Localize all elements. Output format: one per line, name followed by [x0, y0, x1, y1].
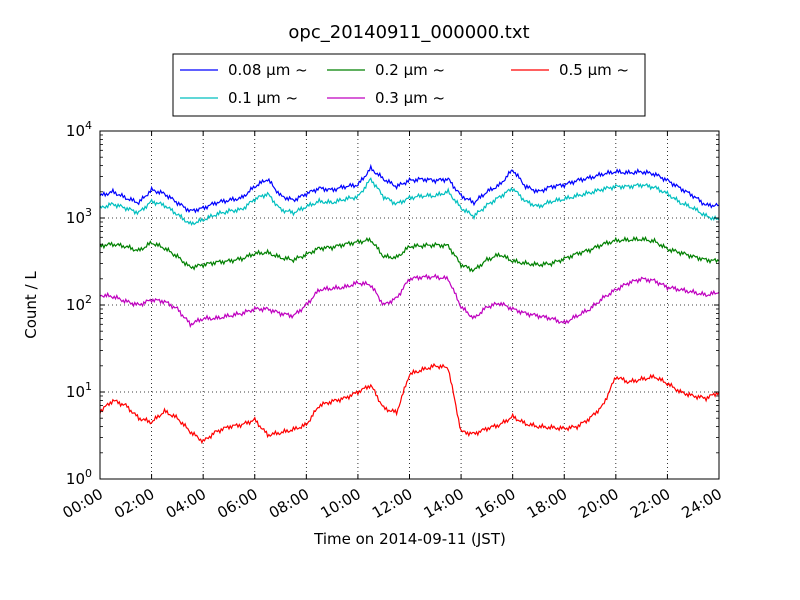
legend-label-0.1: 0.1 μm ~: [228, 89, 298, 107]
series-line-0.08: [99, 163, 720, 214]
series-line-0.2: [99, 235, 720, 273]
y-tick-label: 101: [66, 380, 92, 401]
legend-label-0.5: 0.5 μm ~: [559, 61, 629, 79]
y-tick-label: 100: [66, 467, 92, 488]
y-axis-label: Count / L: [22, 271, 40, 339]
chart-title: opc_20140911_000000.txt: [288, 22, 529, 43]
legend-box: [172, 53, 646, 117]
legend-label-0.3: 0.3 μm ~: [375, 89, 445, 107]
legend-label-0.2: 0.2 μm ~: [375, 61, 445, 79]
series-line-0.3: [99, 273, 720, 329]
x-axis-label: Time on 2014-09-11 (JST): [313, 530, 506, 548]
y-tick-label: 103: [66, 206, 92, 227]
y-tick-label: 104: [66, 119, 92, 140]
legend: 0.08 μm ~ 0.1 μm ~ 0.2 μm ~ 0.3 μm ~ 0.5 μm …: [172, 53, 646, 117]
legend-label-0.08: 0.08 μm ~: [228, 61, 308, 79]
y-tick-label: 102: [66, 293, 92, 314]
series-line-0.5: [99, 362, 720, 445]
series-line-0.1: [99, 177, 720, 227]
plot-area: [99, 131, 720, 479]
